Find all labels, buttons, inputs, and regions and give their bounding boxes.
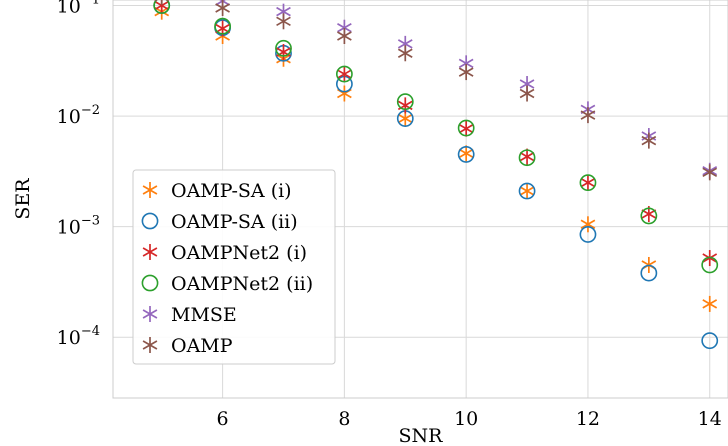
legend-label: MMSE xyxy=(171,304,237,326)
legend-item: OAMP-SA (ii) xyxy=(141,211,298,233)
data-point xyxy=(519,183,535,200)
data-point xyxy=(337,28,352,45)
data-point xyxy=(397,97,413,114)
data-point xyxy=(640,264,658,282)
series-6 xyxy=(154,0,718,181)
data-point xyxy=(702,164,718,181)
data-point xyxy=(519,85,535,102)
data-point xyxy=(153,0,171,14)
data-point xyxy=(276,13,291,30)
data-point xyxy=(276,43,291,60)
legend-item: OAMPNet2 (i) xyxy=(142,242,307,264)
legend-marker xyxy=(142,244,158,260)
series-4 xyxy=(153,0,719,274)
legend-box xyxy=(132,169,336,365)
x-tick-label: 6 xyxy=(217,408,229,430)
legend-item: OAMPNet2 (ii) xyxy=(141,273,313,295)
data-point xyxy=(701,332,719,350)
data-point xyxy=(518,149,536,167)
legend-item: OAMP xyxy=(142,335,233,357)
y-axis-label: SER xyxy=(12,178,34,220)
y-tick-label: 10−1 xyxy=(57,0,100,18)
data-point xyxy=(702,295,718,312)
legend-label: OAMPNet2 (ii) xyxy=(171,273,313,295)
data-point xyxy=(215,0,230,16)
data-point xyxy=(458,120,474,137)
legend-item: MMSE xyxy=(142,304,237,326)
legend-marker xyxy=(141,212,159,230)
data-point xyxy=(457,119,475,137)
data-point xyxy=(457,146,475,163)
legend-marker xyxy=(142,306,158,322)
data-point xyxy=(396,93,414,111)
legend-item: OAMP-SA (i) xyxy=(142,180,292,202)
data-point xyxy=(701,256,719,274)
x-axis-label: SNR xyxy=(399,425,444,446)
data-point xyxy=(337,85,352,102)
x-tick-label: 12 xyxy=(576,408,600,430)
x-tick-label: 14 xyxy=(698,408,722,430)
data-point xyxy=(579,174,597,192)
data-point xyxy=(397,45,413,62)
legend-label: OAMP xyxy=(171,335,233,357)
data-point xyxy=(275,39,292,57)
data-point xyxy=(580,107,596,124)
legend: OAMP-SA (i) OAMP-SA (ii) OAMPNet2 (i) OAMPN… xyxy=(132,169,336,365)
data-point xyxy=(458,64,474,81)
data-point xyxy=(641,132,657,149)
data-point xyxy=(640,207,658,225)
data-point xyxy=(154,0,170,5)
plot-area xyxy=(112,0,728,399)
legend-label: OAMPNet2 (i) xyxy=(171,242,307,264)
tick-labels: 6 8 10 12 14 10−1 10−2 10−3 10−4 xyxy=(57,0,722,430)
y-tick-label: 10−3 xyxy=(57,214,100,239)
legend-label: OAMP-SA (i) xyxy=(171,180,292,202)
data-point xyxy=(519,148,535,165)
data-point xyxy=(458,145,474,162)
data-point xyxy=(580,216,596,233)
y-tick-label: 10−2 xyxy=(57,103,100,128)
data-point xyxy=(335,65,353,83)
x-tick-label: 8 xyxy=(338,408,350,430)
legend-marker xyxy=(142,182,158,198)
x-tick-label: 10 xyxy=(454,408,478,430)
data-points xyxy=(153,0,719,350)
data-point xyxy=(579,226,597,243)
data-point xyxy=(518,182,536,200)
legend-label: OAMP-SA (ii) xyxy=(171,211,298,233)
series-5 xyxy=(215,0,718,179)
data-point xyxy=(580,174,596,191)
data-point xyxy=(214,17,232,35)
legend-marker xyxy=(141,274,159,292)
legend-marker xyxy=(142,337,158,353)
data-point xyxy=(337,66,352,83)
y-tick-label: 10−4 xyxy=(57,324,100,349)
